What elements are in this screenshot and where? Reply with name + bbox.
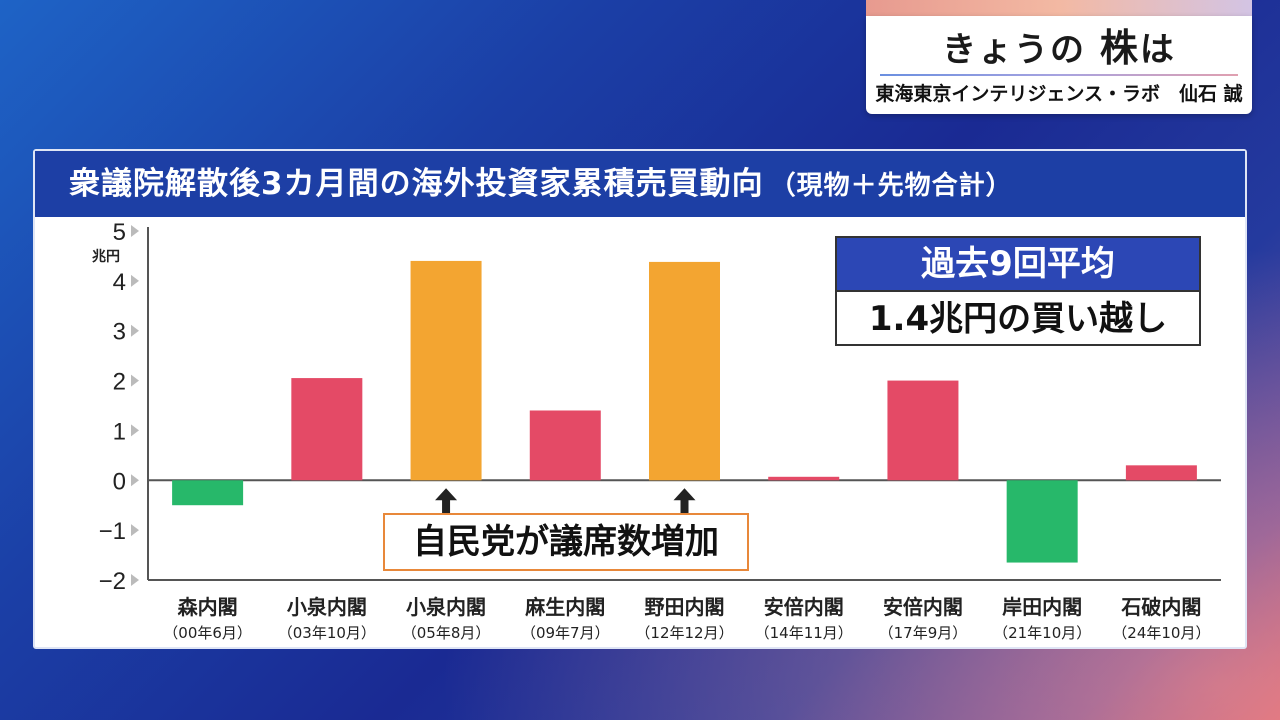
program-caption: きょうの 株は 東海東京インテリジェンス・ラボ 仙石 誠 (866, 0, 1252, 114)
ldp-annotation-box: 自民党が議席数増加 (383, 513, 749, 571)
y-tick-marker (131, 524, 139, 537)
bar-1 (291, 378, 363, 481)
x-tick-label: 安倍内閣 (764, 595, 844, 619)
y-unit-label: 兆円 (92, 249, 120, 265)
chart-panel: 衆議院解散後3カ月間の海外投資家累積売買動向 （現物＋先物合計） 5 4 3 2 1 0 −1… (33, 149, 1247, 649)
x-tick-label: 野田内閣 (645, 595, 725, 619)
bar-2 (410, 260, 482, 481)
y-tick-label: 5 (113, 219, 126, 246)
x-tick-label: 小泉内閣 (406, 595, 486, 619)
x-tick-sublabel: （00年6月） (163, 624, 252, 642)
y-tick-label: 2 (113, 369, 126, 396)
caption-title-pre: きょうの (942, 30, 1087, 70)
caption-title-post: は (1139, 30, 1176, 70)
y-tick-marker (131, 474, 139, 487)
x-tick-sublabel: （09年7月） (521, 624, 610, 642)
y-tick-label: −2 (99, 568, 126, 595)
x-tick-sublabel: （24年10月） (1112, 624, 1210, 642)
caption-title-big: 株 (1099, 26, 1140, 70)
bar-5 (768, 476, 840, 481)
y-tick-label: 0 (113, 468, 126, 495)
chart-title-main: 衆議院解散後3カ月間の海外投資家累積売買動向 (69, 166, 764, 202)
chart-title-note: （現物＋先物合計） (769, 171, 1013, 201)
x-tick-sublabel: （21年10月） (993, 624, 1091, 642)
y-tick-marker (131, 225, 139, 237)
caption-accent-bar (866, 0, 1252, 16)
x-tick-label: 石破内閣 (1120, 595, 1201, 619)
y-tick-label: −1 (99, 518, 126, 545)
x-tick-sublabel: （03年10月） (278, 624, 376, 642)
bar-3 (529, 410, 601, 481)
bar-4 (649, 261, 720, 481)
caption-title: きょうの 株は (866, 16, 1252, 72)
caption-rule (880, 74, 1238, 76)
y-tick-marker (131, 274, 139, 287)
y-tick-marker (131, 424, 139, 437)
y-tick-label: 4 (113, 269, 126, 296)
average-box-body: 1.4兆円の買い越し (868, 299, 1168, 339)
x-tick-label: 森内閣 (178, 595, 238, 619)
y-tick-marker (131, 374, 139, 387)
caption-box: きょうの 株は 東海東京インテリジェンス・ラボ 仙石 誠 (866, 16, 1252, 114)
average-box-head: 過去9回平均 (837, 238, 1199, 292)
x-tick-sublabel: （17年9月） (879, 624, 968, 642)
bar-6 (887, 380, 959, 481)
x-tick-label: 小泉内閣 (287, 595, 367, 619)
x-tick-sublabel: （05年8月） (402, 624, 491, 642)
x-tick-label: 岸田内閣 (1002, 595, 1082, 619)
y-tick-label: 1 (113, 418, 126, 445)
y-tick-marker (131, 324, 139, 337)
bar-7 (1006, 480, 1078, 563)
x-tick-label: 麻生内閣 (524, 595, 605, 619)
chart-title: 衆議院解散後3カ月間の海外投資家累積売買動向 （現物＋先物合計） (35, 151, 1245, 217)
x-tick-sublabel: （14年11月） (755, 624, 853, 642)
x-tick-sublabel: （12年12月） (635, 624, 733, 642)
x-tick-label: 安倍内閣 (883, 595, 963, 619)
up-arrow-icon (673, 488, 696, 515)
average-box: 過去9回平均 1.4兆円の買い越し (835, 236, 1201, 346)
y-tick-marker (131, 574, 139, 586)
y-tick-label: 3 (113, 319, 126, 346)
up-arrow-icon (435, 488, 458, 515)
bar-0 (172, 480, 244, 506)
caption-subtitle: 東海東京インテリジェンス・ラボ 仙石 誠 (875, 83, 1243, 105)
bar-8 (1125, 465, 1197, 481)
